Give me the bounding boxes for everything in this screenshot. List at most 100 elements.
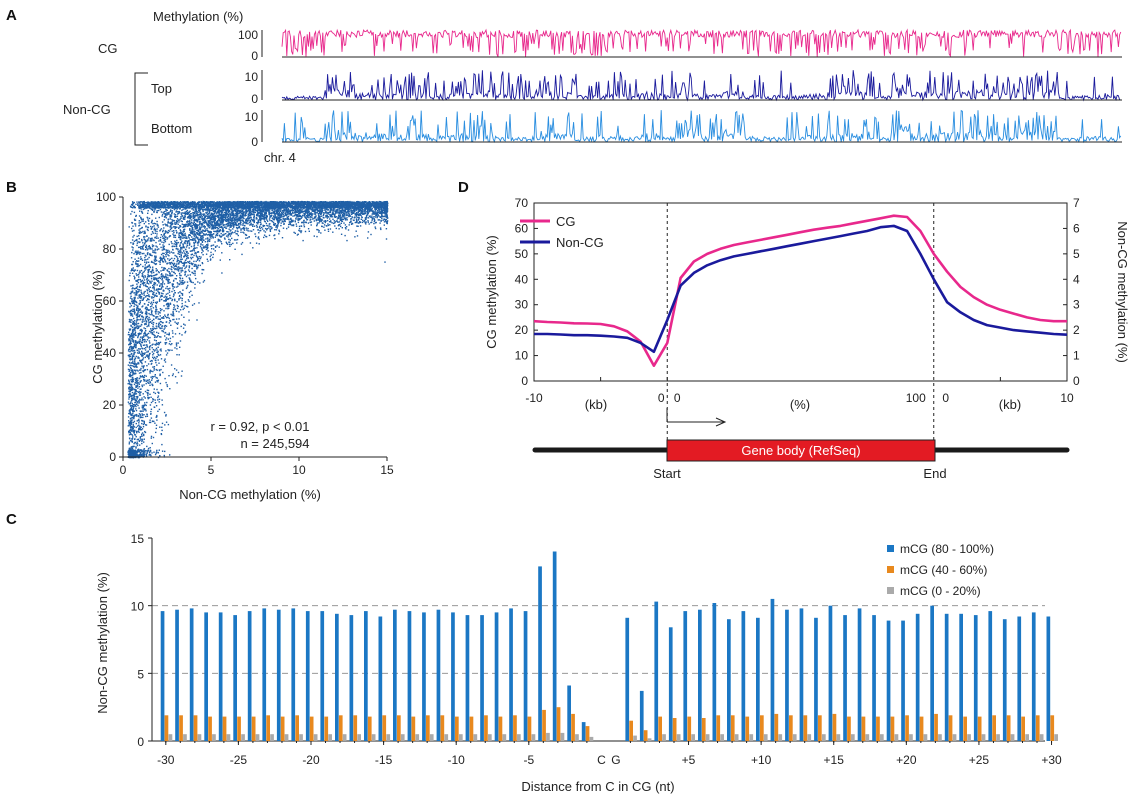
scatter-point [225, 223, 228, 226]
scatter-point [159, 318, 161, 320]
scatter-point [168, 236, 170, 238]
scatter-point [171, 210, 173, 212]
scatter-point [147, 337, 150, 339]
scatter-point [148, 246, 151, 248]
scatter-point [212, 253, 214, 256]
scatter-point [177, 371, 180, 374]
scatter-point [139, 210, 141, 212]
scatter-point [135, 251, 138, 254]
scatter-point [174, 376, 177, 378]
track-top-tick-min: 0 [251, 92, 258, 106]
scatter-point [154, 453, 157, 456]
scatter-point [265, 216, 267, 219]
scatter-point [314, 208, 316, 211]
scatter-point [263, 220, 266, 222]
scatter-point [379, 227, 382, 229]
scatter-point [179, 229, 181, 231]
scatter-point [144, 344, 146, 346]
scatter-point [196, 221, 198, 223]
scatter-point [147, 298, 149, 300]
scatter-point [179, 242, 182, 244]
scatter-point [148, 321, 150, 324]
scatter-point [163, 227, 165, 229]
scatter-point [144, 261, 146, 263]
scatter-point [132, 202, 134, 204]
scatter-point [139, 294, 141, 296]
scatter-point [151, 344, 153, 346]
scatter-point [323, 212, 326, 214]
scatter-point [128, 379, 130, 381]
scatter-point [140, 360, 142, 362]
scatter-point [130, 370, 132, 372]
scatter-point [280, 205, 282, 207]
scatter-point [131, 227, 133, 230]
scatter-point [209, 218, 212, 220]
scatter-point [182, 245, 184, 247]
scatter-point [151, 272, 153, 274]
scatter-point [299, 212, 301, 214]
scatter-point [172, 226, 175, 228]
scatter-point [271, 217, 273, 219]
scatter-point [149, 447, 151, 449]
scatter-point [177, 211, 179, 213]
scatter-point [283, 206, 285, 208]
scatter-point [249, 203, 251, 205]
scatter-point [314, 210, 316, 212]
scatter-point [189, 234, 191, 237]
scatter-point [178, 227, 180, 229]
scatter-point [136, 391, 138, 393]
scatter-point [136, 283, 138, 285]
scatter-point [169, 235, 172, 237]
scatter-point [297, 216, 299, 218]
scatter-point [279, 205, 281, 207]
scatter-point [147, 389, 150, 392]
scatter-point [178, 272, 181, 275]
scatter-point [342, 203, 344, 205]
scatter-point [188, 217, 190, 219]
scatter-point [142, 406, 145, 408]
scatter-point [138, 357, 140, 359]
scatter-point [146, 235, 148, 237]
scatter-point [166, 214, 168, 216]
scatter-point [131, 399, 133, 401]
scatter-point [153, 296, 155, 299]
scatter-point [249, 219, 251, 222]
scatter-point [252, 213, 254, 215]
scatter-point [143, 201, 145, 203]
scatter-point [195, 251, 197, 254]
scatter-point [259, 211, 261, 213]
scatter-point [204, 217, 206, 219]
scatter-point [139, 246, 141, 248]
scatter-point [166, 317, 168, 319]
scatter-point [142, 316, 145, 318]
scatter-point [159, 257, 162, 259]
scatter-point [137, 322, 140, 325]
scatter-point [379, 216, 381, 218]
scatter-point [144, 318, 147, 320]
scatter-point [161, 404, 164, 406]
scatter-point [230, 243, 232, 246]
scatter-point [155, 427, 157, 430]
scatter-point [135, 250, 137, 252]
scatter-point [211, 226, 213, 228]
scatter-point [235, 223, 237, 225]
scatter-point [293, 201, 295, 203]
scatter-point [128, 340, 130, 342]
scatter-point [133, 405, 135, 408]
scatter-point [140, 227, 143, 229]
scatter-point [275, 213, 277, 215]
scatter-point [135, 293, 137, 295]
scatter-point [197, 224, 199, 226]
scatter-point [154, 295, 156, 297]
scatter-point [173, 267, 175, 269]
scatter-point [193, 250, 196, 252]
scatter-point [208, 221, 211, 223]
scatter-point [148, 323, 150, 325]
scatter-point [213, 225, 215, 227]
scatter-point [129, 402, 132, 405]
scatter-point [192, 205, 194, 207]
scatter-point [358, 216, 360, 219]
scatter-point [171, 284, 174, 286]
scatter-point [161, 273, 163, 275]
scatter-point [145, 226, 147, 228]
